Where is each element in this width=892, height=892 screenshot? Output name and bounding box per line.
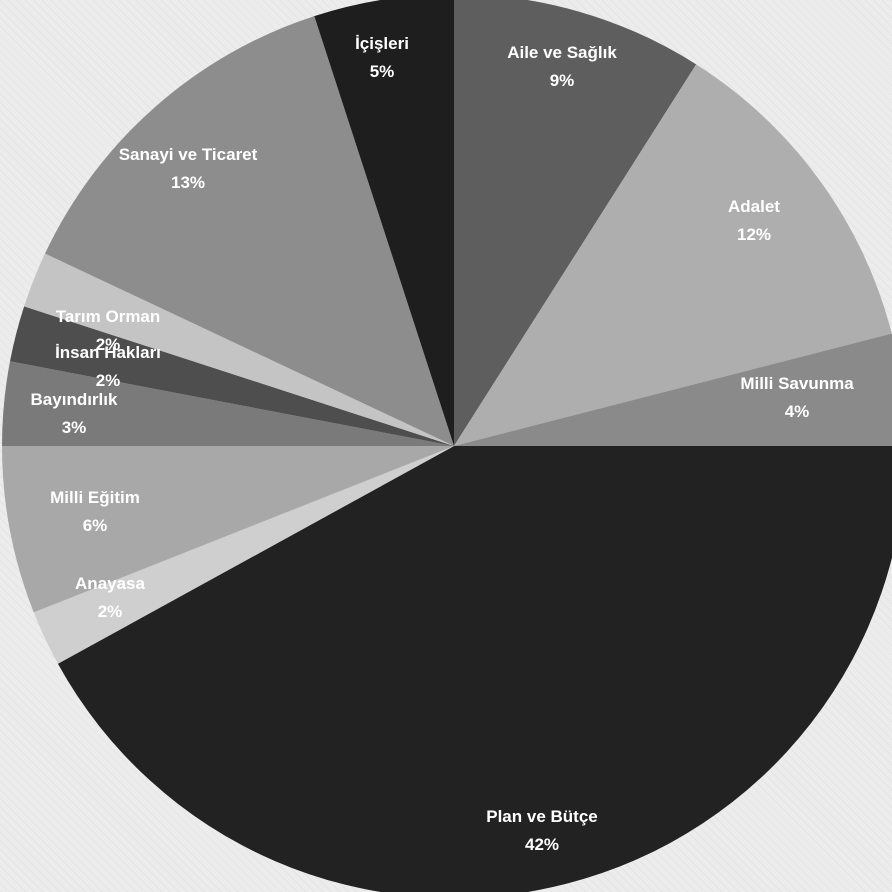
slice-label: Aile ve Sağlık 9% (507, 43, 617, 90)
slice-name-label: Bayındırlık (31, 390, 118, 409)
slice-name-label: Tarım Orman (56, 307, 161, 326)
slice-label: İnsan Hakları 2% (55, 343, 161, 390)
pie-slice (454, 333, 892, 446)
slice-name-label: Plan ve Bütçe (486, 807, 598, 826)
slice-label: Plan ve Bütçe 42% (486, 807, 598, 854)
slice-label: Adalet 12% (728, 197, 780, 244)
slice-label: Tarım Orman 2% (56, 307, 161, 354)
slice-percent-label: 6% (83, 516, 108, 535)
pie-slice (45, 16, 455, 447)
slice-percent-label: 2% (96, 371, 121, 390)
slice-label: Anayasa 2% (75, 574, 145, 621)
pie-slice (454, 64, 892, 447)
slice-label: Milli Eğitim 6% (50, 488, 140, 535)
slice-name-label: İçişleri (355, 34, 409, 53)
pie-slice (314, 0, 454, 446)
slice-label: Sanayi ve Ticaret 13% (119, 145, 258, 192)
slice-percent-label: 42% (525, 835, 559, 854)
slice-percent-label: 5% (370, 62, 395, 81)
slice-name-label: Aile ve Sağlık (507, 43, 617, 62)
slice-percent-label: 13% (171, 173, 205, 192)
slice-percent-label: 3% (62, 418, 87, 437)
slice-label: Bayındırlık 3% (31, 390, 118, 437)
slice-name-label: Milli Eğitim (50, 488, 140, 507)
slice-percent-label: 9% (550, 71, 575, 90)
pie-slice (2, 361, 454, 446)
slice-name-label: Sanayi ve Ticaret (119, 145, 258, 164)
pie-slice (24, 253, 455, 446)
pie-slice (33, 446, 455, 664)
slice-percent-label: 2% (96, 335, 121, 354)
slice-label: Milli Savunma 4% (740, 374, 854, 421)
slice-percent-label: 4% (785, 402, 810, 421)
slice-name-label: İnsan Hakları (55, 343, 161, 362)
pie-slice (454, 0, 697, 446)
slice-name-label: Adalet (728, 197, 780, 216)
pie-labels: Aile ve Sağlık 9% Adalet 12% Milli Savunma 4%… (31, 34, 855, 854)
slice-percent-label: 12% (737, 225, 771, 244)
pie-slice (57, 446, 892, 892)
slice-percent-label: 2% (98, 602, 123, 621)
slice-label: İçişleri 5% (355, 34, 409, 81)
pie-slice (2, 446, 454, 613)
slice-name-label: Anayasa (75, 574, 145, 593)
pie-slice (10, 306, 454, 446)
slice-name-label: Milli Savunma (740, 374, 854, 393)
